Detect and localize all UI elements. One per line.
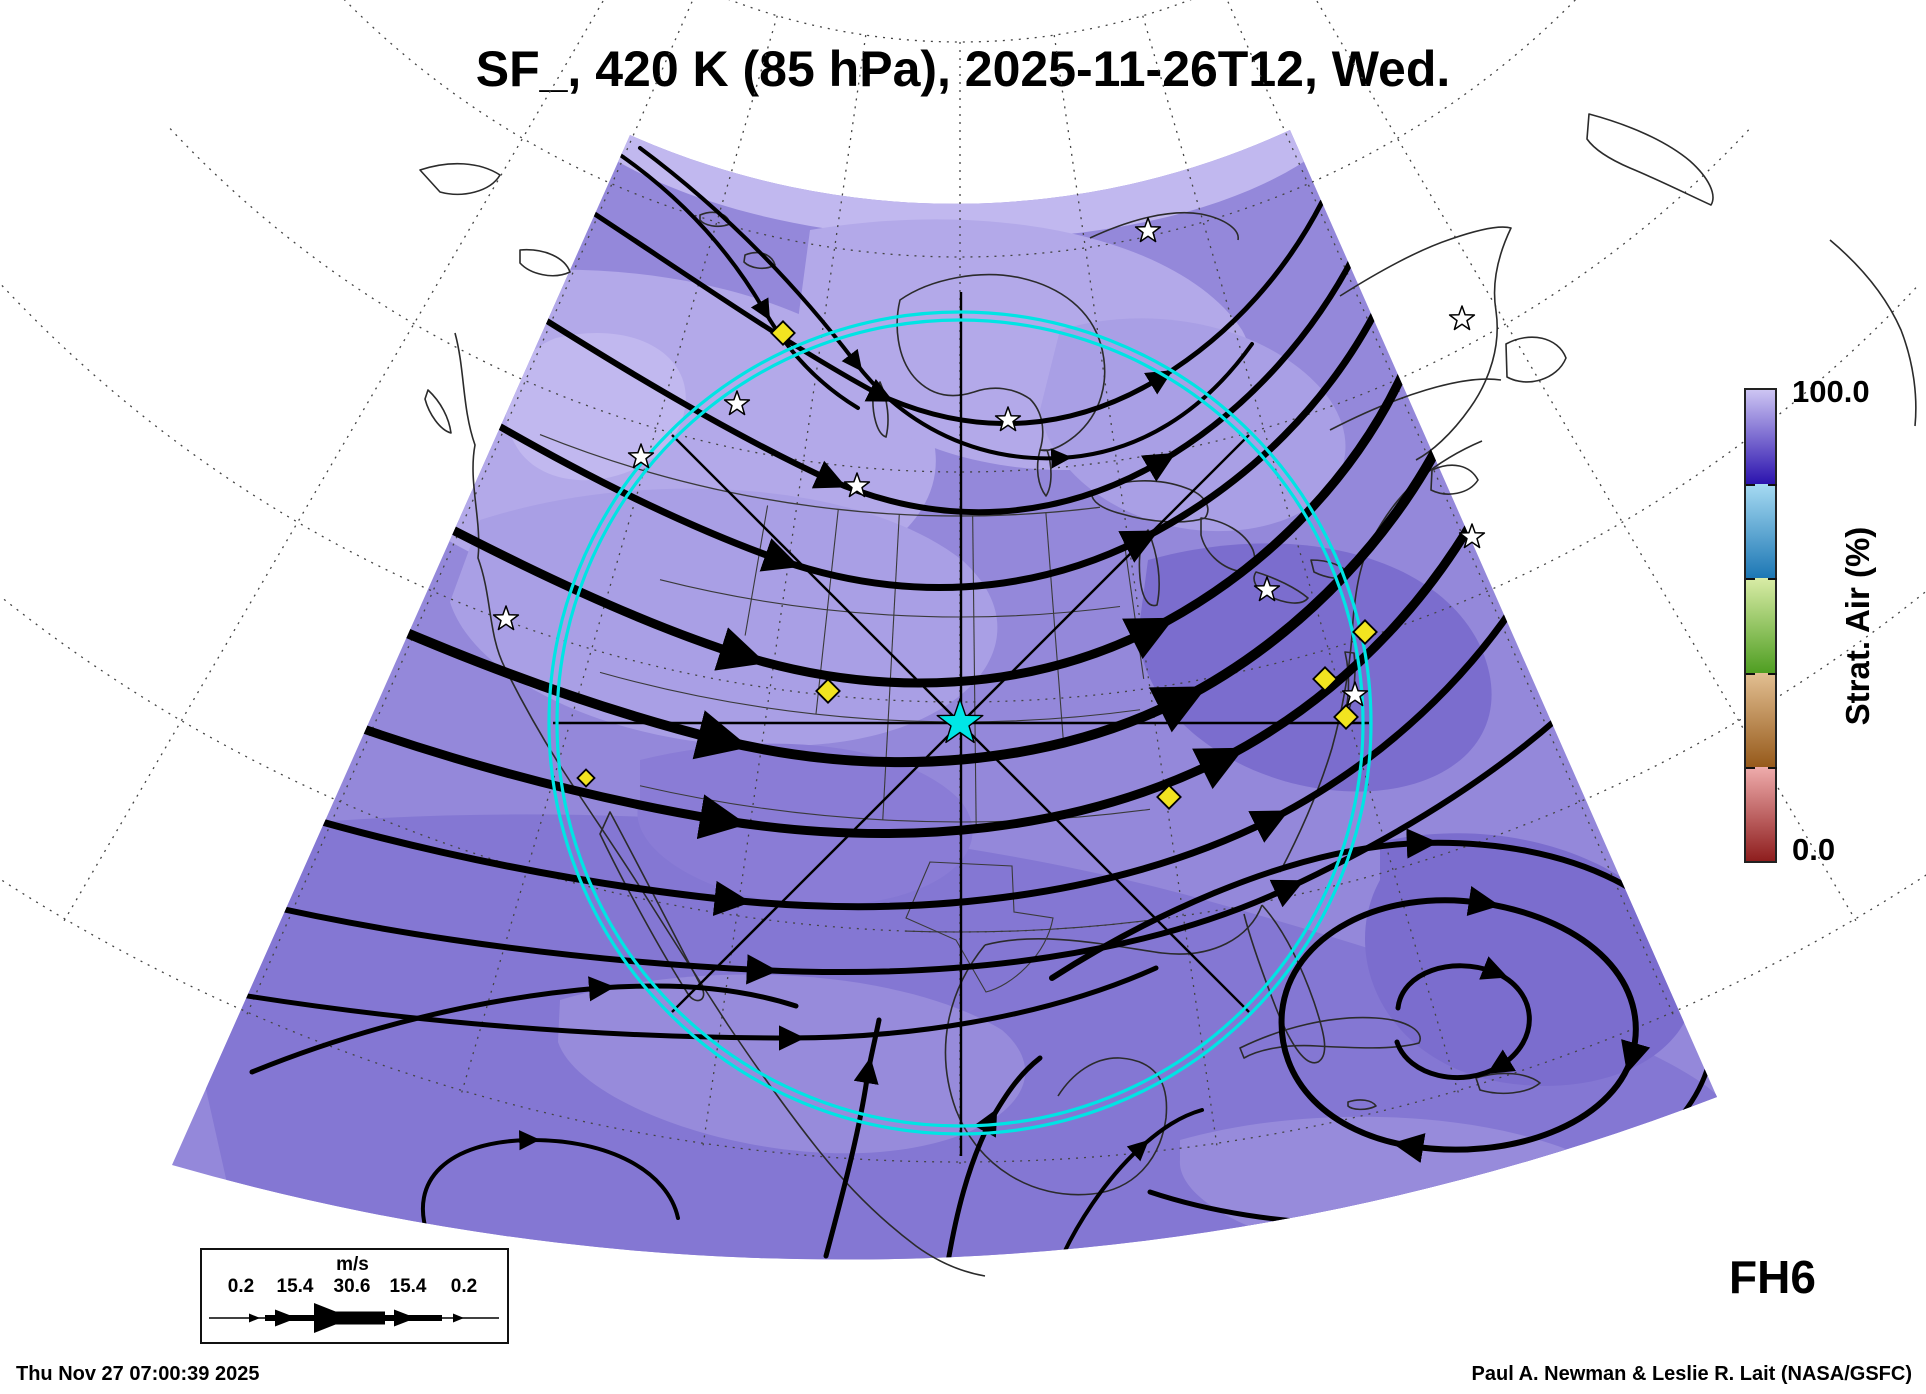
star-marker <box>1134 217 1162 243</box>
wind-legend-value: 15.4 <box>276 1276 314 1297</box>
generation-timestamp: Thu Nov 27 07:00:39 2025 <box>16 1363 260 1385</box>
diamond-marker <box>1156 784 1182 810</box>
colorbar-tick <box>1746 672 1755 675</box>
diamond-marker <box>770 320 796 346</box>
star-marker <box>723 390 751 416</box>
wind-legend-value: 30.6 <box>333 1276 371 1297</box>
streamline <box>1394 956 1532 1081</box>
colorbar-segment <box>1746 766 1775 861</box>
center-star-marker <box>936 698 984 744</box>
streamline <box>614 150 860 410</box>
wind-legend-value: 0.2 <box>450 1276 478 1297</box>
streamline <box>945 1055 1043 1260</box>
streamline <box>823 1017 882 1259</box>
streamline <box>417 237 1361 516</box>
star-marker <box>843 472 871 498</box>
star-marker <box>994 406 1022 432</box>
colorbar-tick <box>1746 578 1755 581</box>
streamline <box>172 965 1159 1051</box>
colorbar-max-label: 100.0 <box>1792 374 1870 409</box>
colorbar-segment <box>1746 484 1775 579</box>
streamline <box>1278 886 1651 1164</box>
star-marker <box>627 443 655 469</box>
star-marker <box>1253 576 1281 602</box>
colorbar-tick <box>1768 578 1777 581</box>
credit-line: Paul A. Newman & Leslie R. Lait (NASA/GS… <box>1471 1363 1912 1385</box>
wind-legend-units: m/s <box>336 1254 369 1275</box>
colorbar-gradient <box>1744 388 1777 863</box>
star-marker <box>1448 305 1476 331</box>
diamond-marker <box>1352 619 1378 645</box>
colorbar-min-label: 0.0 <box>1792 832 1836 867</box>
colorbar-segment <box>1746 578 1775 673</box>
streamline <box>421 1130 680 1238</box>
streamline <box>1056 1108 1204 1260</box>
diamond-marker <box>576 768 596 788</box>
colorbar-title: Strat. Air (%) <box>1839 526 1876 726</box>
diamond-marker <box>815 678 841 704</box>
streamline <box>348 299 1384 591</box>
colorbar-tick <box>1768 484 1777 487</box>
colorbar-segment <box>1746 390 1775 485</box>
diamond-marker <box>1333 704 1359 730</box>
star-marker <box>1458 523 1486 549</box>
chart-title: SF_, 420 K (85 hPa), 2025-11-26T12, Wed. <box>475 41 1451 97</box>
star-marker <box>1341 681 1369 707</box>
streamline <box>492 147 1325 427</box>
streamline <box>638 146 1254 469</box>
diamond-marker <box>1312 666 1338 692</box>
wind-speed-legend: m/s 0.2 15.4 30.6 15.4 0.2 <box>200 1248 509 1344</box>
site-markers <box>492 217 1486 810</box>
streamline <box>249 976 799 1075</box>
colorbar-tick <box>1768 672 1777 675</box>
range-circle-inner <box>555 318 1365 1128</box>
wind-legend-value: 15.4 <box>389 1276 427 1297</box>
star-marker <box>492 605 520 631</box>
streamline <box>172 715 1561 985</box>
colorbar-tick <box>1768 766 1777 769</box>
wind-speed-arrow-glyph <box>209 1303 499 1333</box>
colorbar-tick <box>1746 766 1755 769</box>
wind-legend-value: 0.2 <box>227 1276 255 1297</box>
range-circle-outer <box>547 310 1373 1136</box>
forecast-hour-label: FH6 <box>1729 1251 1816 1303</box>
colorbar-segment <box>1746 672 1775 767</box>
colorbar-tick <box>1746 484 1755 487</box>
streamline <box>283 357 1413 688</box>
